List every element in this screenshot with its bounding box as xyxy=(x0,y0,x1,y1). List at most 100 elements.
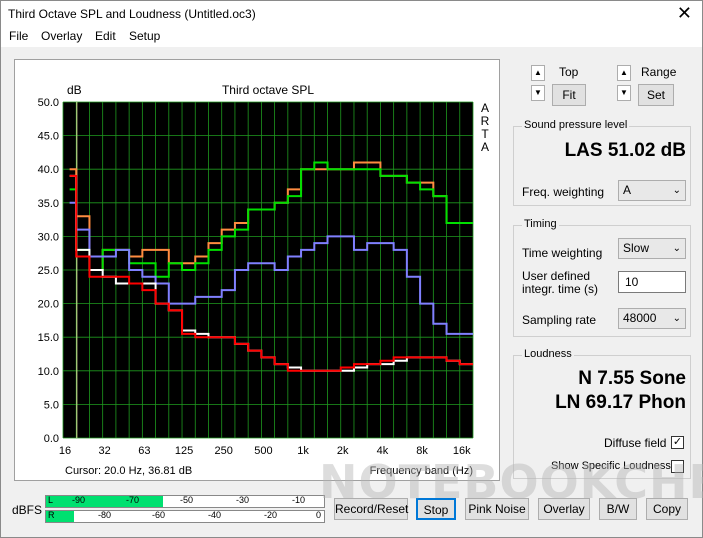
y-tick-label: 45.0 xyxy=(38,131,59,143)
meter-label: dBFS xyxy=(12,503,43,517)
spl-panel: Sound pressure level LAS 51.02 dB Freq. … xyxy=(513,119,691,206)
y-tick-label: 0.0 xyxy=(44,433,59,445)
top-label: Top xyxy=(559,65,579,79)
x-tick-label: 16 xyxy=(59,445,71,457)
menu-setup[interactable]: Setup xyxy=(129,29,161,43)
meter-tick: -50 xyxy=(180,495,194,505)
window-title: Third Octave SPL and Loudness (Untitled.… xyxy=(8,7,256,21)
x-tick-label: 125 xyxy=(175,445,193,457)
meter-tick: -70 xyxy=(126,495,140,505)
meter-tick: -90 xyxy=(72,495,86,505)
meter-tick: -80 xyxy=(98,510,112,520)
freq-weighting-value: A xyxy=(623,183,632,197)
meter-left-channel: L xyxy=(48,495,54,505)
top-spin-down-icon[interactable]: ▼ xyxy=(531,85,545,101)
fit-button[interactable]: Fit xyxy=(552,84,586,106)
specific-loudness-label: Show Specific Loudness xyxy=(551,460,671,472)
y-tick-label: 5.0 xyxy=(44,399,59,411)
overlay-button[interactable]: Overlay xyxy=(538,498,590,520)
close-icon[interactable]: ✕ xyxy=(676,3,692,23)
y-tick-label: 20.0 xyxy=(38,299,59,311)
x-tick-label: 8k xyxy=(416,445,428,457)
record-reset-button[interactable]: Record/Reset xyxy=(334,498,408,520)
x-tick-label: 1k xyxy=(297,445,309,457)
y-axis-label: dB xyxy=(67,83,82,97)
y-tick-label: 25.0 xyxy=(38,265,59,277)
x-axis-label: Frequency band (Hz) xyxy=(370,465,473,477)
meter-tick: -10 xyxy=(292,495,306,505)
arta-label: R xyxy=(481,114,490,128)
chevron-down-icon: ⌄ xyxy=(672,313,681,324)
sampling-rate-value: 48000 xyxy=(623,311,657,325)
menu-overlay[interactable]: Overlay xyxy=(41,29,83,43)
copy-button[interactable]: Copy xyxy=(646,498,688,520)
x-tick-label: 250 xyxy=(215,445,233,457)
cursor-readout: Cursor: 20.0 Hz, 36.81 dB xyxy=(65,465,192,477)
diffuse-field-checkbox[interactable]: ✓ xyxy=(671,436,684,449)
y-tick-label: 30.0 xyxy=(38,231,59,243)
title-bar: Third Octave SPL and Loudness (Untitled.… xyxy=(1,1,702,27)
sampling-rate-select[interactable]: 48000 ⌄ xyxy=(618,308,686,329)
loudness-sone: N 7.55 Sone xyxy=(578,368,686,389)
loudness-panel: Loudness N 7.55 Sone LN 69.17 Phon Diffu… xyxy=(513,348,691,479)
series-line-4 xyxy=(69,174,473,372)
pink-noise-button[interactable]: Pink Noise xyxy=(465,498,529,520)
timing-panel-title: Timing xyxy=(522,218,559,230)
meter-tick: -60 xyxy=(152,510,166,520)
meter-right: R -80 -60 -40 -20 0 xyxy=(45,510,325,523)
meter-tick: -20 xyxy=(264,510,278,520)
time-weighting-select[interactable]: Slow ⌄ xyxy=(618,238,686,259)
range-label: Range xyxy=(641,65,677,79)
series-line-2 xyxy=(69,201,473,335)
integr-time-input[interactable]: 10 xyxy=(618,271,686,293)
user-defined-label: User defined xyxy=(522,269,591,283)
x-tick-label: 4k xyxy=(377,445,389,457)
range-spin-down-icon[interactable]: ▼ xyxy=(617,85,631,101)
time-weighting-label: Time weighting xyxy=(522,246,603,260)
range-spin-up-icon[interactable]: ▲ xyxy=(617,65,631,81)
x-tick-label: 32 xyxy=(99,445,111,457)
meter-right-channel: R xyxy=(48,510,55,520)
menu-bar: File Overlay Edit Setup xyxy=(1,27,702,47)
timing-panel: Timing Time weighting Slow ⌄ User define… xyxy=(513,218,691,337)
time-weighting-value: Slow xyxy=(623,241,650,255)
spl-graph: 50.0 45.0 40.0 35.0 30.0 25.0 20.0 15.0 10.0 5.0 0… xyxy=(14,59,500,481)
arta-label: A xyxy=(481,140,489,154)
freq-weighting-select[interactable]: A ⌄ xyxy=(618,180,686,201)
loudness-phon: LN 69.17 Phon xyxy=(555,392,686,413)
specific-loudness-checkbox[interactable] xyxy=(671,460,684,473)
x-tick-label: 2k xyxy=(337,445,349,457)
meter-tick: 0 xyxy=(316,510,322,520)
bw-button[interactable]: B/W xyxy=(599,498,637,520)
meter-tick: -40 xyxy=(208,510,222,520)
y-tick-label: 35.0 xyxy=(38,198,59,210)
y-tick-label: 50.0 xyxy=(38,97,59,109)
y-tick-label: 10.0 xyxy=(38,366,59,378)
integr-time-label: integr. time (s) xyxy=(522,282,599,296)
top-spin-up-icon[interactable]: ▲ xyxy=(531,65,545,81)
set-button[interactable]: Set xyxy=(638,84,674,106)
chevron-down-icon: ⌄ xyxy=(672,243,681,254)
loudness-panel-title: Loudness xyxy=(522,348,574,360)
y-tick-label: 40.0 xyxy=(38,164,59,176)
chevron-down-icon: ⌄ xyxy=(672,185,681,196)
diffuse-field-label: Diffuse field xyxy=(604,436,667,450)
sampling-rate-label: Sampling rate xyxy=(522,313,597,327)
meter-tick: -30 xyxy=(236,495,250,505)
stop-button[interactable]: Stop xyxy=(416,498,456,520)
x-tick-label: 63 xyxy=(138,445,150,457)
y-tick-label: 15.0 xyxy=(38,332,59,344)
spl-chart: 50.0 45.0 40.0 35.0 30.0 25.0 20.0 15.0 10.0 5.0 0… xyxy=(38,83,490,477)
x-tick-label: 500 xyxy=(254,445,272,457)
arta-label: T xyxy=(481,127,489,141)
spl-panel-title: Sound pressure level xyxy=(522,119,630,131)
freq-weighting-label: Freq. weighting xyxy=(522,185,605,199)
spl-value: LAS 51.02 dB xyxy=(564,140,686,161)
chart-title: Third octave SPL xyxy=(222,83,314,97)
meter-left: L -90 -70 -50 -30 -10 xyxy=(45,495,325,508)
x-tick-label: 16k xyxy=(453,445,471,457)
menu-file[interactable]: File xyxy=(9,29,29,43)
arta-label: A xyxy=(481,101,489,115)
menu-edit[interactable]: Edit xyxy=(95,29,116,43)
